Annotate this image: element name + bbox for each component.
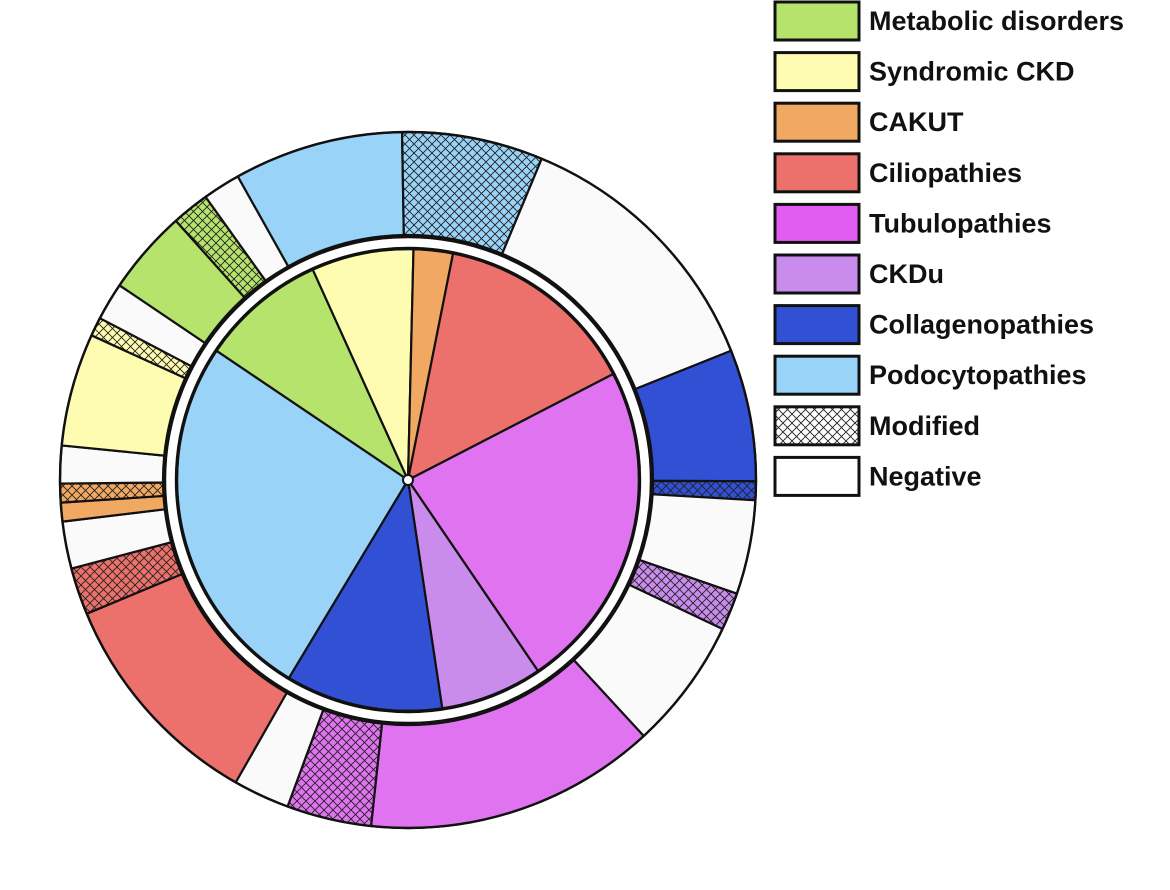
legend-label-metabolic-disorders: Metabolic disorders xyxy=(869,6,1124,36)
center-hub xyxy=(402,474,414,486)
inner-ring xyxy=(175,247,641,713)
legend-swatch-collagenopathies xyxy=(773,304,861,346)
legend-label-modified: Modified xyxy=(869,411,980,441)
legend-swatch-cakut xyxy=(773,101,861,143)
legend-swatch-ciliopathies xyxy=(773,152,861,194)
legend-label-cakut: CAKUT xyxy=(869,107,964,137)
legend-swatch-modified xyxy=(773,405,861,447)
legend-swatch-tubulopathies xyxy=(773,202,861,244)
outer-ring xyxy=(58,130,758,830)
legend-swatch-metabolic-disorders xyxy=(773,0,861,42)
legend-label-tubulopathies: Tubulopathies xyxy=(869,208,1052,238)
legend-swatch-podocytopathies xyxy=(773,354,861,396)
legend-label-podocytopathies: Podocytopathies xyxy=(869,360,1087,390)
inner-pie-border xyxy=(175,247,641,713)
legend-label-collagenopathies: Collagenopathies xyxy=(869,310,1094,340)
legend: Metabolic disorders Syndromic CKD CAKUT Cil… xyxy=(773,0,1124,497)
legend-label-ckdu: CKDu xyxy=(869,259,944,289)
legend-label-syndromic-ckd: Syndromic CKD xyxy=(869,57,1075,87)
legend-swatch-negative xyxy=(773,455,861,497)
outer-ring-border xyxy=(58,130,758,830)
legend-swatch-ckdu xyxy=(773,253,861,295)
legend-swatch-syndromic-ckd xyxy=(773,51,861,93)
legend-label-ciliopathies: Ciliopathies xyxy=(869,158,1022,188)
legend-label-negative: Negative xyxy=(869,461,982,491)
